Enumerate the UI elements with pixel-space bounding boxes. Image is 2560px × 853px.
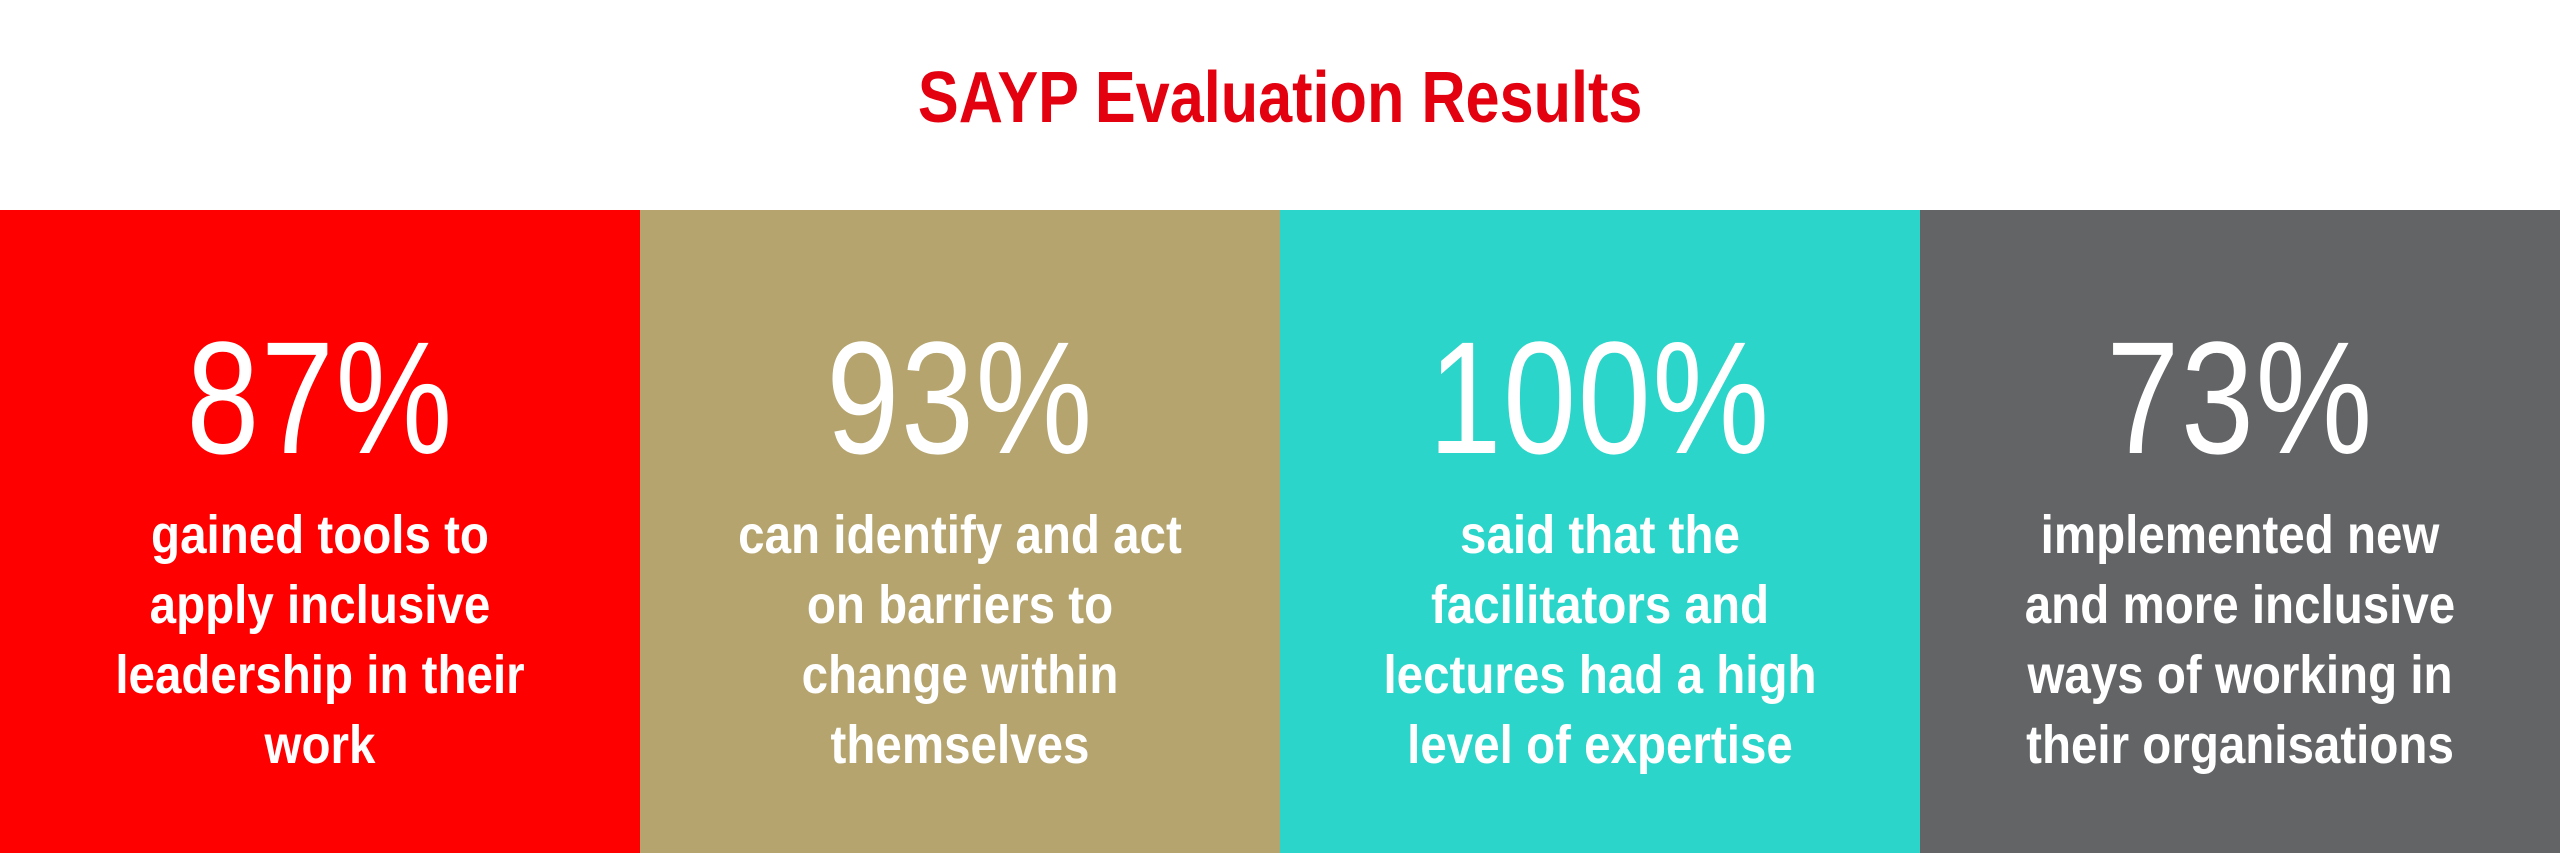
stat-value: 73%	[2106, 308, 2374, 487]
stat-panel-3: 100% said that the facilitators and lect…	[1280, 210, 1920, 853]
stat-value: 100%	[1428, 308, 1772, 487]
stats-panels: 87% gained tools to apply inclusive lead…	[0, 210, 2560, 853]
stat-description: said that the facilitators and lectures …	[1383, 505, 1817, 775]
header: SAYP Evaluation Results	[0, 0, 2560, 210]
stat-value: 93%	[826, 308, 1094, 487]
stat-description: can identify and act on barriers to chan…	[738, 505, 1182, 775]
stat-description: gained tools to apply inclusive leadersh…	[115, 505, 525, 775]
page-title: SAYP Evaluation Results	[917, 58, 1643, 138]
stat-panel-2: 93% can identify and act on barriers to …	[640, 210, 1280, 853]
stat-description: implemented new and more inclusive ways …	[2024, 505, 2456, 775]
stat-panel-4: 73% implemented new and more inclusive w…	[1920, 210, 2560, 853]
stat-value: 87%	[186, 308, 454, 487]
stat-panel-1: 87% gained tools to apply inclusive lead…	[0, 210, 640, 853]
